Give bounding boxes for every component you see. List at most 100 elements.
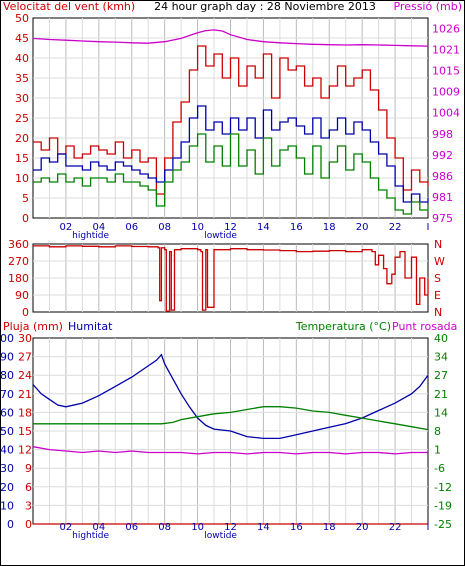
wind-speed-tick-label: 25 (15, 112, 29, 125)
series-gust (33, 45, 429, 195)
series-average (33, 105, 429, 203)
rain-tick-label: 15 (18, 425, 32, 438)
compass-label: E (434, 289, 441, 302)
pressure-axis-label: Pressió (mb) (393, 0, 462, 13)
temperature-axis-label: Temperatura (°C) (295, 320, 391, 333)
x-tick-label: 20 (356, 222, 369, 233)
tide-label-hightide: hightide (72, 531, 109, 541)
temperature-tick-label: -12 (434, 481, 452, 494)
compass-label: N (434, 238, 442, 251)
x-tick-label: 02 (60, 522, 73, 533)
x-tick-label: 22 (389, 522, 402, 533)
rain-tick-label: 21 (18, 388, 32, 401)
wind-speed-tick-label: 50 (15, 12, 29, 25)
rain-tick-label: 0 (25, 518, 32, 531)
pressure-tick-label: 1015 (432, 65, 460, 78)
humidity-tick-label: 20 (0, 481, 14, 494)
temperature-tick-label: -19 (434, 499, 452, 512)
temperature-tick-label: 21 (434, 388, 448, 401)
humidity-tick-label: 100 (0, 332, 14, 345)
wind-speed-tick-label: 15 (15, 152, 29, 165)
x-tick-label: 12 (224, 522, 237, 533)
series-pressure (32, 29, 429, 47)
compass-label: N (434, 306, 442, 319)
wind-speed-tick-label: 30 (15, 92, 29, 105)
x-tick-label: 22 (389, 222, 402, 233)
series-wind (33, 133, 429, 215)
x-tick-label: 08 (158, 222, 171, 233)
temperature-tick-label: 1 (434, 444, 441, 457)
wind-speed-tick-label: 10 (15, 172, 29, 185)
pressure-tick-label: 986 (432, 170, 453, 183)
rain-tick-label: 18 (18, 406, 32, 419)
pressure-tick-label: 975 (432, 212, 453, 225)
humidity-tick-label: 60 (0, 406, 14, 419)
series-Humitat (32, 353, 429, 440)
humidity-tick-label: 50 (0, 425, 14, 438)
humidity-tick-label: 80 (0, 369, 14, 382)
x-tick-label: 14 (257, 522, 270, 533)
temperature-tick-label: -25 (434, 518, 452, 531)
x-tick-label: 10 (191, 222, 204, 233)
humidity-tick-label: 0 (7, 518, 14, 531)
temperature-tick-label: -6 (434, 462, 445, 475)
x-tick-label: 14 (257, 222, 270, 233)
series-direction (33, 245, 429, 312)
temperature-tick-label: 40 (434, 332, 448, 345)
compass-label: W (434, 255, 445, 268)
direction-tick-label: 180 (8, 272, 29, 285)
temperature-tick-label: 34 (434, 351, 448, 364)
humidity-tick-label: 40 (0, 444, 14, 457)
wind-speed-tick-label: 0 (22, 212, 29, 225)
wind-speed-tick-label: 5 (22, 192, 29, 205)
x-tick-label: 16 (290, 522, 303, 533)
x-tick-label: 06 (125, 222, 138, 233)
wind-speed-tick-label: 20 (15, 132, 29, 145)
compass-label: S (434, 272, 441, 285)
temperature-tick-label: 8 (434, 425, 441, 438)
pressure-tick-label: 1004 (432, 107, 460, 120)
pressure-tick-label: 998 (432, 128, 453, 141)
x-tick-label: 04 (92, 222, 105, 233)
wind-speed-axis-label: Velocitat del vent (kmh) (3, 0, 135, 13)
tide-label-lowtide: lowtide (204, 531, 237, 541)
humidity-tick-label: 70 (0, 388, 14, 401)
x-tick-label: 20 (356, 522, 369, 533)
x-tick-label: 06 (125, 522, 138, 533)
pressure-tick-label: 992 (432, 149, 453, 162)
wind-speed-tick-label: 40 (15, 52, 29, 65)
rain-tick-label: 6 (25, 481, 32, 494)
x-tick-label: 18 (323, 222, 336, 233)
series-Temperatura (°C) (33, 406, 429, 431)
dewpoint-axis-label: Punt rosada (392, 320, 457, 333)
humidity-tick-label: 10 (0, 499, 14, 512)
rain-tick-label: 30 (18, 332, 32, 345)
humidity-tick-label: 30 (0, 462, 14, 475)
x-tick-label: 08 (158, 522, 171, 533)
humidity-tick-label: 90 (0, 351, 14, 364)
pressure-tick-label: 1026 (432, 23, 460, 36)
rain-tick-label: 12 (18, 444, 32, 457)
x-tick-label: 12 (224, 222, 237, 233)
rain-axis-label: Pluja (mm) (3, 320, 63, 333)
tide-label-lowtide: lowtide (204, 231, 237, 241)
x-tick-label: I (427, 222, 430, 233)
pressure-tick-label: 1021 (432, 44, 460, 57)
tide-label-hightide: hightide (72, 231, 109, 241)
chart-title: 24 hour graph day : 28 Noviembre 2013 (154, 0, 376, 13)
direction-tick-label: 270 (8, 255, 29, 268)
x-tick-label: 02 (60, 222, 73, 233)
x-tick-label: 18 (323, 522, 336, 533)
pressure-tick-label: 1009 (432, 86, 460, 99)
series-Punt rosada (32, 446, 428, 455)
humidity-axis-label: Humitat (68, 320, 113, 333)
x-tick-label: 16 (290, 222, 303, 233)
wind-speed-tick-label: 45 (15, 32, 29, 45)
direction-tick-label: 90 (15, 289, 29, 302)
direction-tick-label: 360 (8, 238, 29, 251)
temperature-tick-label: 14 (434, 406, 448, 419)
x-tick-label: 04 (92, 522, 105, 533)
rain-tick-label: 9 (25, 462, 32, 475)
rain-tick-label: 27 (18, 351, 32, 364)
